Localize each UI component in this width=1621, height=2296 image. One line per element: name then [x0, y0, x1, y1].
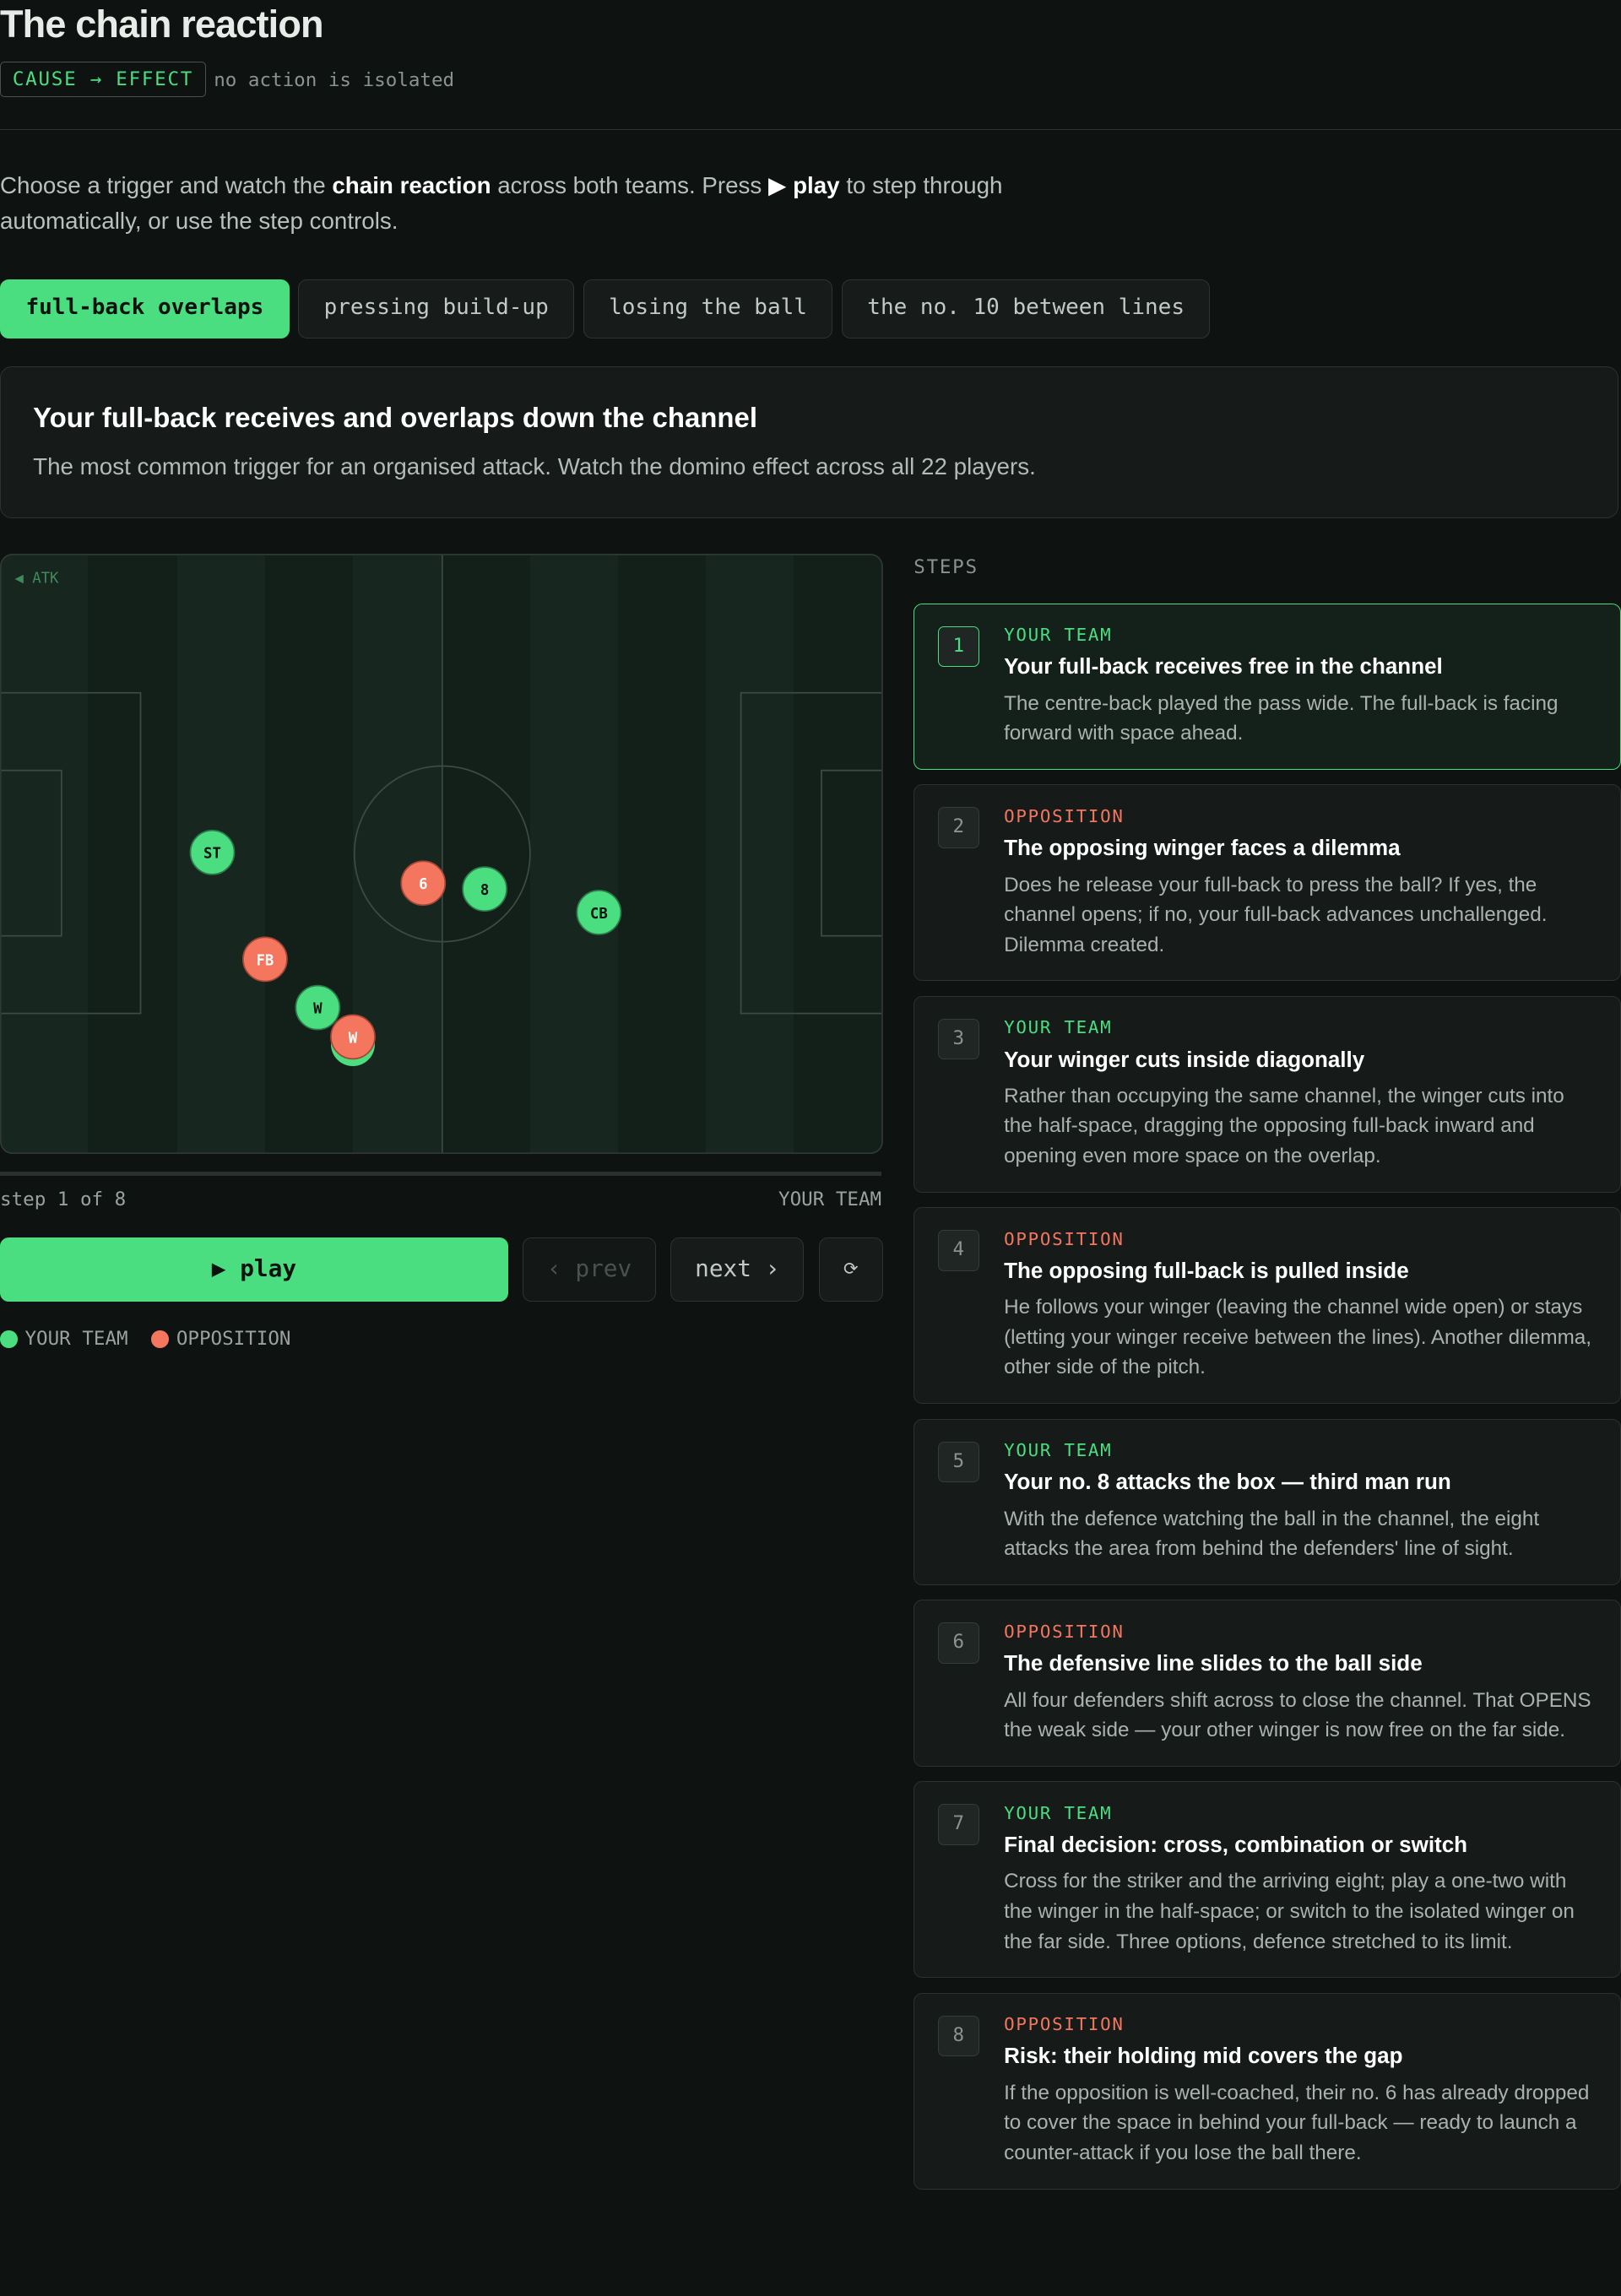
progress-bar	[0, 1171, 882, 1176]
direction-label: ◀ ATK	[14, 570, 59, 587]
step-team: YOUR TEAM	[1004, 1017, 1113, 1038]
player-label: ST	[203, 845, 221, 862]
steps-heading: STEPS	[914, 556, 979, 579]
step-number: 8	[938, 2015, 979, 2057]
step-number: 6	[938, 1622, 979, 1665]
tagline: no action is isolated	[214, 68, 455, 91]
step-title: Your full-back receives free in the chan…	[1004, 653, 1443, 680]
step-team: YOUR TEAM	[1004, 624, 1113, 645]
step-title: Final decision: cross, combination or sw…	[1004, 1832, 1468, 1857]
scenario-card: Your full-back receives and overlaps dow…	[0, 366, 1618, 518]
step-title: Risk: their holding mid covers the gap	[1004, 2043, 1403, 2069]
steps-list: 1 YOUR TEAM Your full-back receives free i…	[914, 603, 1621, 2190]
divider	[0, 128, 1621, 130]
step-text: The centre-back played the pass wide. Th…	[1004, 691, 1559, 745]
step-number: 5	[938, 1441, 979, 1483]
scenario-title: Your full-back receives and overlaps dow…	[33, 402, 757, 434]
reset-button[interactable]: ⟳	[818, 1237, 883, 1302]
tabs: full-back overlaps pressing build-up losin…	[0, 279, 1211, 338]
intro: Choose a trigger and watch the chain rea…	[0, 168, 1113, 238]
step-card[interactable]: 7 YOUR TEAM Final decision: cross, combina…	[914, 1781, 1621, 1979]
player-your-team[interactable]	[576, 889, 622, 935]
player-label: 8	[480, 882, 489, 899]
step-card[interactable]: 4 OPPOSITION The opposing full-back is pul…	[914, 1207, 1621, 1405]
step-number: 1	[938, 625, 979, 668]
legend-swatch	[0, 1329, 18, 1348]
step-title: Your winger cuts inside diagonally	[1004, 1046, 1365, 1072]
step-title: The opposing winger faces a dilemma	[1004, 835, 1401, 861]
tab[interactable]: full-back overlaps	[0, 279, 290, 338]
prev-button[interactable]: ‹ prev	[523, 1237, 656, 1302]
play-button[interactable]: ▶ play	[0, 1237, 508, 1302]
player-label: 6	[419, 876, 427, 893]
page-title: The chain reaction	[0, 3, 324, 46]
pitch: ◀ ATK ST FB W W 6 8 CB	[0, 553, 883, 1154]
step-title: The opposing full-back is pulled inside	[1004, 1257, 1409, 1283]
step-number: 3	[938, 1018, 979, 1060]
step-number: 7	[938, 1804, 979, 1845]
player-your-team[interactable]	[189, 829, 236, 875]
step-text: With the defence watching the ball in th…	[1004, 1507, 1540, 1561]
step-team: YOUR TEAM	[1004, 1439, 1113, 1460]
tab[interactable]: losing the ball	[583, 279, 833, 338]
scenario-description: The most common trigger for an organised…	[33, 452, 1036, 479]
step-card[interactable]: 6 OPPOSITION The defensive line slides to …	[914, 1600, 1621, 1767]
intro-text: Choose a trigger and watch the	[0, 172, 333, 199]
step-card[interactable]: 5 YOUR TEAM Your no. 8 attacks the box — t…	[914, 1418, 1621, 1586]
intro-bold: chain reaction	[332, 172, 491, 199]
step-text: Cross for the striker and the arriving e…	[1004, 1870, 1575, 1953]
step-team: YOUR TEAM	[1004, 1802, 1113, 1823]
step-text: He follows your winger (leaving the chan…	[1004, 1296, 1592, 1379]
step-text: Does he release your full-back to press …	[1004, 873, 1548, 956]
next-button[interactable]: next ›	[670, 1237, 805, 1302]
tab[interactable]: pressing build-up	[298, 279, 575, 338]
step-counter: step 1 of 8	[0, 1189, 127, 1211]
intro-text: across both teams. Press	[491, 172, 769, 199]
step-card[interactable]: 8 OPPOSITION Risk: their holding mid cover…	[914, 1992, 1621, 2190]
player-opposition[interactable]	[330, 1014, 376, 1059]
player-label: CB	[590, 905, 608, 922]
step-title: Your no. 8 attacks the box — third man r…	[1004, 1469, 1451, 1495]
player-label: W	[349, 1030, 358, 1047]
player-label: FB	[256, 952, 274, 969]
step-team: OPPOSITION	[1004, 805, 1125, 826]
legend-swatch	[151, 1329, 170, 1348]
step-text: Rather than occupying the same channel, …	[1004, 1084, 1564, 1168]
legend: YOUR TEAM OPPOSITION	[0, 1328, 290, 1350]
step-card[interactable]: 3 YOUR TEAM Your winger cuts inside diagon…	[914, 995, 1621, 1193]
step-text: All four defenders shift across to close…	[1004, 1688, 1591, 1742]
player-opposition[interactable]	[400, 859, 447, 906]
player-label: W	[313, 1000, 323, 1017]
player-your-team[interactable]	[295, 984, 341, 1031]
step-card[interactable]: 2 OPPOSITION The opposing winger faces a d…	[914, 784, 1621, 982]
step-team: OPPOSITION	[1004, 2014, 1125, 2034]
intro-bold: ▶ play	[768, 172, 840, 199]
legend-label: YOUR TEAM	[24, 1328, 128, 1351]
badge: CAUSE → EFFECT	[0, 61, 206, 97]
tab[interactable]: the no. 10 between lines	[841, 279, 1211, 338]
player-your-team[interactable]	[462, 865, 507, 912]
step-team: OPPOSITION	[1004, 1228, 1125, 1249]
step-team: OPPOSITION	[1004, 1621, 1125, 1642]
legend-label: OPPOSITION	[176, 1328, 291, 1351]
step-number: 4	[938, 1230, 979, 1271]
intro-text: to step through automatically, or use th…	[0, 172, 1003, 235]
current-team: YOUR TEAM	[778, 1189, 882, 1211]
player-opposition[interactable]	[242, 936, 288, 982]
step-number: 2	[938, 807, 979, 848]
step-text: If the opposition is well-coached, their…	[1004, 2081, 1590, 2164]
step-title: The defensive line slides to the ball si…	[1004, 1650, 1423, 1676]
step-card[interactable]: 1 YOUR TEAM Your full-back receives free i…	[914, 603, 1621, 771]
